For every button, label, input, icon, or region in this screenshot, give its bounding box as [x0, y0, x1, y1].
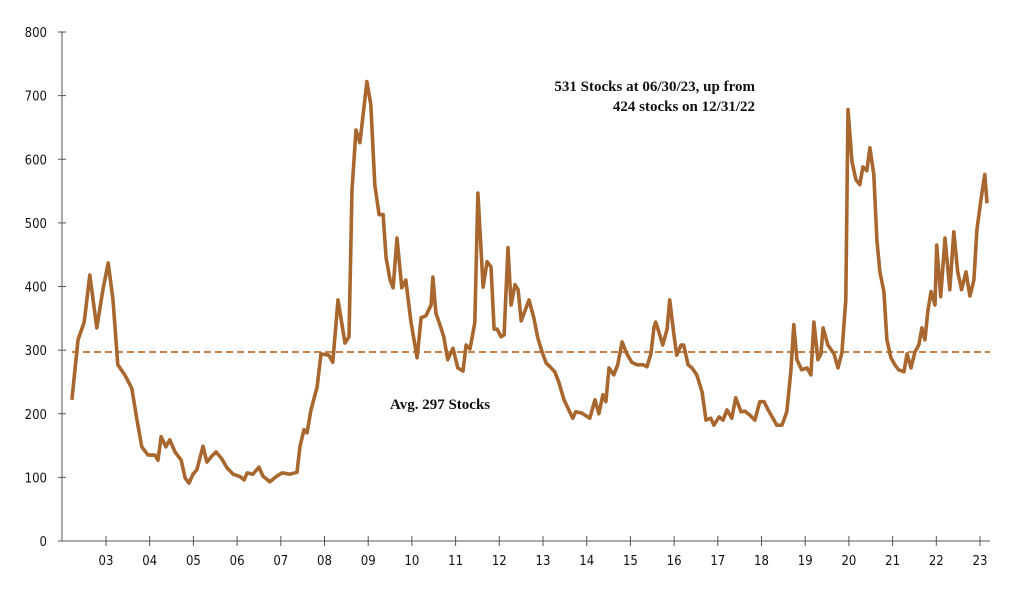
- x-tick-label: 19: [798, 554, 813, 569]
- y-tick-label: 700: [25, 90, 47, 105]
- y-tick-label: 100: [25, 471, 47, 486]
- x-tick-label: 09: [361, 554, 376, 569]
- x-tick-label: 17: [710, 554, 725, 569]
- y-tick-label: 200: [25, 408, 47, 423]
- y-tick-label: 800: [25, 26, 47, 41]
- y-axis: 0 100 200 300 400 500 600 700 800: [25, 26, 66, 550]
- x-tick-label: 04: [142, 554, 157, 569]
- x-tick-label: 13: [536, 554, 551, 569]
- x-axis: 03 04 05 06 07 08 09 10 11 12 13 14 15 16 17 18 19 20 21 22…: [58, 536, 990, 569]
- x-tick-label: 06: [230, 554, 245, 569]
- x-tick-label: 05: [186, 554, 201, 569]
- x-tick-label: 20: [841, 554, 856, 569]
- series-line: [70, 79, 989, 485]
- x-tick-label: 03: [99, 554, 114, 569]
- x-tick-label: 23: [973, 554, 988, 569]
- annotation-line-2: 424 stocks on 12/31/22: [613, 99, 755, 115]
- x-tick-label: 14: [579, 554, 594, 569]
- x-tick-label: 11: [448, 554, 463, 569]
- x-tick-label: 22: [929, 554, 944, 569]
- y-tick-label: 0: [40, 535, 47, 550]
- y-tick-label: 600: [25, 153, 47, 168]
- annotation-line-1: 531 Stocks at 06/30/23, up from: [554, 79, 755, 95]
- x-tick-label: 15: [623, 554, 638, 569]
- y-tick-label: 500: [25, 217, 47, 232]
- x-tick-label: 18: [754, 554, 769, 569]
- x-tick-label: 21: [885, 554, 900, 569]
- y-tick-label: 300: [25, 344, 47, 359]
- x-tick-label: 16: [667, 554, 682, 569]
- x-tick-label: 12: [492, 554, 507, 569]
- x-tick-label: 10: [404, 554, 419, 569]
- x-tick-label: 07: [273, 554, 288, 569]
- y-tick-label: 400: [25, 281, 47, 296]
- average-label: Avg. 297 Stocks: [390, 397, 490, 413]
- x-tick-label: 08: [317, 554, 332, 569]
